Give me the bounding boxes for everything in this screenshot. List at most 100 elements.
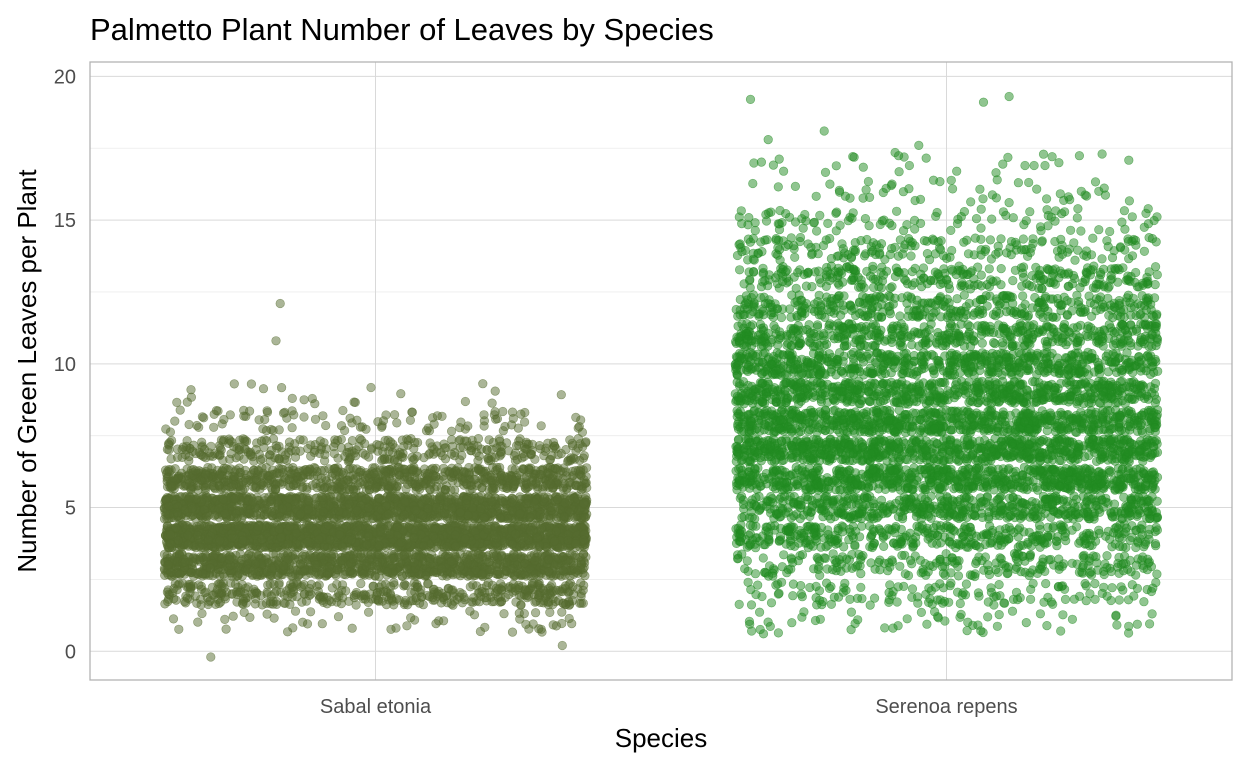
data-point [469,610,480,620]
data-point [487,398,497,408]
data-point [576,598,586,608]
data-point [163,439,174,449]
data-point [170,416,180,426]
data-point [441,443,451,453]
data-point [240,435,250,445]
data-point [174,579,184,589]
data-point [456,417,466,427]
data-point [419,453,429,463]
data-point [507,627,518,637]
data-point [220,592,230,602]
data-point [253,466,264,476]
data-point [165,427,175,437]
data-points [159,91,1163,662]
data-point [269,579,279,590]
data-point [477,483,487,493]
data-point [391,623,401,633]
data-point [257,600,267,610]
data-point [288,582,298,592]
data-point [221,624,231,634]
data-point [519,417,530,427]
data-point [428,595,438,605]
data-point [356,578,366,589]
data-point [340,425,350,436]
data-point [536,421,546,431]
data-point [448,591,459,601]
data-point [405,415,416,425]
data-point [197,608,207,619]
data-point [292,592,302,602]
data-point [432,411,443,421]
data-point [287,423,297,433]
data-point [274,469,284,479]
data-point [399,581,409,591]
data-point [460,396,471,407]
data-point [402,621,412,631]
data-point [355,422,366,432]
data-point [507,464,517,474]
data-point [168,614,179,624]
data-point [287,393,297,404]
data-point [338,405,348,416]
data-point [507,407,518,417]
data-point [439,475,449,485]
data-point [421,426,432,436]
data-point [498,406,508,417]
data-point [337,479,347,490]
data-point [530,608,541,618]
data-point [197,442,207,452]
data-point [448,600,458,610]
data-point [299,412,309,422]
data-point [238,485,248,495]
data-point [345,413,355,423]
data-point [307,393,317,404]
data-point [380,579,391,589]
data-point [228,611,238,621]
data-point [262,609,272,619]
data-point [175,405,185,415]
data-point [392,418,402,428]
data-point [320,456,330,466]
data-point [197,450,207,460]
data-point [217,419,227,429]
data-point [197,412,207,422]
data-point [545,607,555,618]
data-point [261,462,271,473]
data-point [475,626,486,637]
data-point [516,409,526,419]
data-point [514,590,525,601]
data-point [232,597,242,607]
data-point [277,383,287,393]
data-point [297,581,307,591]
data-point [395,447,405,458]
data-point [316,473,327,483]
data-point [193,617,203,627]
data-point [436,598,446,608]
data-point [396,389,406,399]
data-point [258,424,268,434]
data-point [306,579,316,590]
data-point [355,434,365,444]
data-point [440,454,451,464]
data-point [499,609,509,619]
data-point [258,384,269,394]
data-point [299,395,309,405]
data-point [370,571,380,581]
data-point [298,617,308,627]
data-point [407,407,417,417]
data-point [536,470,546,480]
data-point [177,472,187,482]
data-point [274,454,284,464]
data-point [306,607,316,617]
data-point [390,410,400,420]
data-point [447,476,458,486]
data-point [194,580,204,590]
data-point [220,614,230,625]
chart-title: Palmetto Plant Number of Leaves by Speci… [90,12,714,47]
data-point [181,441,192,451]
data-point [498,426,508,436]
data-point [479,416,490,426]
data-point [252,438,262,448]
data-point [174,624,184,634]
